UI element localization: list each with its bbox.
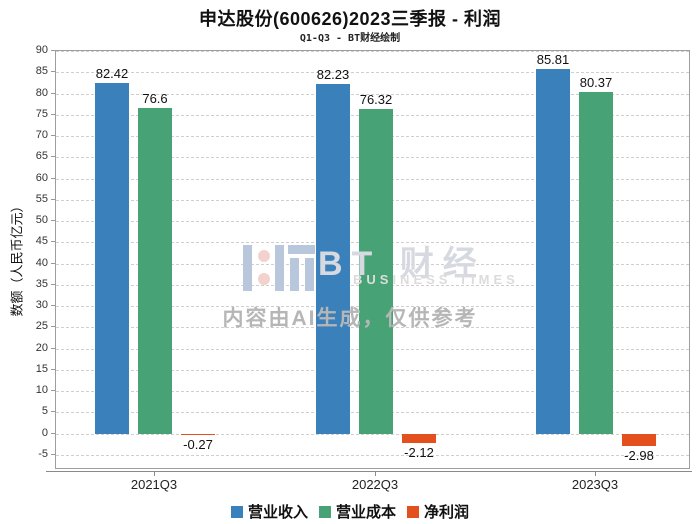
bar-营业成本-2022Q3 bbox=[359, 109, 393, 434]
bar-value-label: 85.81 bbox=[536, 51, 570, 67]
y-tick-label: 40 bbox=[35, 256, 48, 269]
y-tick-mark bbox=[51, 50, 55, 51]
y-tick-mark bbox=[51, 71, 55, 73]
y-tick-mark bbox=[51, 390, 55, 392]
x-tick-mark bbox=[154, 471, 155, 476]
y-tick-label: 75 bbox=[35, 107, 48, 120]
y-tick-label: 5 bbox=[41, 405, 48, 418]
y-tick-label: 85 bbox=[35, 65, 48, 78]
y-tick-mark bbox=[51, 135, 55, 136]
y-tick-label: 35 bbox=[35, 277, 48, 290]
y-tick-label: 15 bbox=[35, 362, 48, 375]
chart-subtitle: Q1-Q3 - BT财经绘制 bbox=[299, 33, 401, 44]
x-tick-label-2022Q3: 2022Q3 bbox=[351, 477, 399, 492]
y-tick-label: 25 bbox=[35, 320, 48, 333]
bar-value-label: 82.42 bbox=[95, 66, 129, 82]
legend-label: 净利润 bbox=[424, 504, 470, 521]
y-tick-label: 60 bbox=[35, 171, 48, 184]
plot-area: 82.42 82.23 85.81 76.6 76.32 80.37 -0.27 -2.12 -… bbox=[55, 50, 690, 469]
y-tick-mark bbox=[51, 305, 55, 307]
y-tick-label: 90 bbox=[35, 44, 48, 56]
y-tick-label: -5 bbox=[38, 447, 48, 460]
x-tick-mark bbox=[375, 471, 376, 476]
y-tick-mark bbox=[51, 177, 55, 179]
x-axis-line bbox=[46, 471, 692, 472]
x-tick-mark bbox=[595, 471, 596, 476]
x-tick-label-2021Q3: 2021Q3 bbox=[130, 477, 178, 492]
y-tick-mark bbox=[51, 92, 55, 94]
bar-净利润-2021Q3 bbox=[181, 433, 215, 435]
y-tick-label: 10 bbox=[35, 384, 48, 397]
y-tick-mark bbox=[51, 283, 55, 285]
y-tick-label: 30 bbox=[35, 299, 48, 312]
y-tick-mark bbox=[51, 368, 55, 370]
y-gridline bbox=[56, 433, 689, 435]
y-tick-mark bbox=[51, 411, 55, 413]
legend-swatch bbox=[407, 505, 419, 518]
y-tick-mark bbox=[51, 198, 55, 200]
y-gridline bbox=[56, 51, 689, 52]
bar-value-label: -2.12 bbox=[404, 444, 434, 460]
x-tick-label-2023Q3: 2023Q3 bbox=[571, 477, 619, 492]
y-gridline bbox=[56, 454, 689, 456]
legend-swatch bbox=[230, 505, 243, 518]
bar-value-label: 82.23 bbox=[316, 67, 350, 83]
y-gridline bbox=[56, 72, 689, 74]
y-tick-label: 45 bbox=[35, 235, 48, 248]
bar-营业成本-2021Q3 bbox=[138, 107, 172, 434]
legend-item-营业成本: 营业成本 bbox=[318, 501, 396, 522]
bar-净利润-2023Q3 bbox=[622, 433, 656, 447]
y-tick-mark bbox=[51, 220, 55, 222]
y-tick-label: 70 bbox=[35, 129, 48, 141]
y-tick-mark bbox=[51, 262, 55, 264]
y-tick-label: 55 bbox=[35, 192, 48, 205]
bar-营业收入-2023Q3 bbox=[536, 68, 570, 434]
bar-value-label: -0.27 bbox=[183, 436, 213, 452]
y-tick-label: 65 bbox=[35, 150, 48, 163]
y-tick-label: 80 bbox=[35, 86, 48, 99]
y-tick-label: 0 bbox=[41, 426, 48, 439]
y-tick-mark bbox=[51, 326, 55, 328]
bar-营业收入-2022Q3 bbox=[316, 84, 350, 434]
bar-营业成本-2023Q3 bbox=[579, 91, 613, 434]
legend: 营业收入 营业成本 净利润 bbox=[0, 501, 700, 522]
legend-label: 营业收入 bbox=[247, 504, 308, 521]
bar-value-label: 76.32 bbox=[359, 92, 393, 108]
legend-item-营业收入: 营业收入 bbox=[230, 501, 308, 522]
y-tick-mark bbox=[51, 241, 55, 243]
legend-item-净利润: 净利润 bbox=[407, 501, 469, 522]
y-tick-mark bbox=[51, 113, 55, 115]
bar-净利润-2022Q3 bbox=[402, 433, 436, 443]
y-tick-mark bbox=[51, 453, 55, 455]
bar-value-label: 76.6 bbox=[142, 90, 168, 106]
y-tick-mark bbox=[51, 347, 55, 349]
bar-value-label: -2.98 bbox=[624, 448, 654, 464]
legend-swatch bbox=[318, 505, 331, 518]
y-tick-label: 20 bbox=[35, 341, 48, 354]
chart-title: 申达股份(600626)2023三季报 - 利润 bbox=[198, 9, 502, 29]
y-tick-label: 50 bbox=[35, 214, 48, 227]
y-gridline bbox=[56, 93, 689, 95]
bar-value-label: 80.37 bbox=[579, 74, 613, 90]
bar-营业收入-2021Q3 bbox=[95, 83, 129, 434]
legend-label: 营业成本 bbox=[335, 504, 396, 521]
y-tick-mark bbox=[51, 156, 55, 158]
y-tick-mark bbox=[51, 432, 55, 434]
